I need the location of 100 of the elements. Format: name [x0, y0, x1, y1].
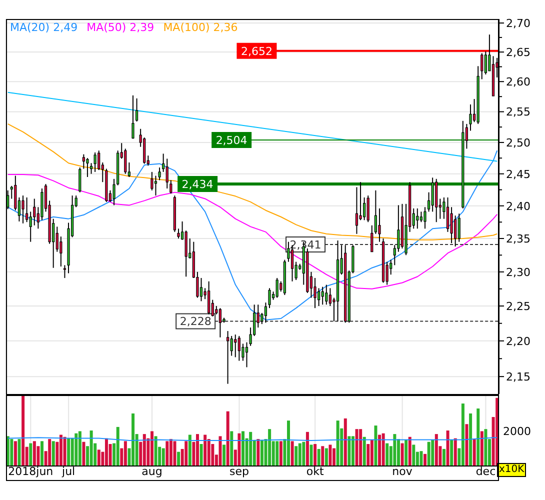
bar	[310, 444, 313, 466]
candlestick	[226, 330, 230, 384]
bar	[431, 440, 434, 466]
bar	[298, 443, 302, 466]
y-tick-label: 2,40	[506, 200, 530, 213]
candlestick	[78, 167, 82, 193]
bar	[484, 429, 488, 466]
y-tick-label: 2,30	[506, 266, 530, 279]
bar	[154, 436, 158, 466]
bar	[344, 418, 347, 466]
bar	[378, 434, 382, 466]
bar	[18, 439, 21, 466]
bar	[404, 440, 408, 466]
bar	[351, 436, 354, 466]
candlestick	[63, 264, 66, 278]
bar	[268, 429, 272, 466]
candlestick	[124, 148, 127, 174]
candlestick	[325, 284, 328, 306]
bar	[177, 452, 180, 466]
candlestick	[374, 190, 377, 234]
bar	[226, 411, 230, 466]
candlestick	[29, 211, 32, 242]
bar	[222, 444, 226, 466]
bar	[450, 440, 454, 466]
y-tick-label: 2,45	[506, 168, 530, 181]
text: MA(20) 2,49	[10, 21, 78, 34]
candlestick	[158, 167, 161, 181]
bar	[362, 436, 366, 466]
bar	[48, 439, 52, 466]
bar	[230, 431, 234, 466]
candlestick	[86, 158, 89, 178]
x-tick-label: nov	[392, 464, 413, 478]
candlestick	[355, 186, 358, 234]
bar	[442, 448, 446, 466]
candlestick	[450, 206, 453, 244]
bar	[393, 434, 396, 466]
candlestick	[469, 104, 472, 132]
y-axis-title: x10K	[497, 463, 526, 477]
bar	[52, 441, 55, 466]
bar	[22, 395, 25, 466]
y-tick-label: 2,15	[506, 370, 530, 384]
bar	[256, 439, 260, 466]
bar	[14, 441, 17, 466]
x-tick-label: dec	[476, 464, 496, 478]
bar	[472, 439, 476, 466]
candlestick	[33, 198, 36, 226]
candlestick	[177, 228, 180, 240]
bar	[32, 441, 36, 466]
candlestick	[420, 211, 422, 223]
candlestick	[318, 288, 320, 307]
y-tick-label: 2,50	[506, 136, 530, 150]
bar	[40, 441, 44, 466]
text: MA(50) 2,39	[86, 21, 154, 34]
candlestick	[82, 154, 85, 170]
bar	[317, 448, 320, 466]
bar	[400, 443, 404, 466]
bar	[188, 434, 192, 466]
candlestick	[378, 208, 381, 242]
bar	[290, 441, 294, 466]
bar	[74, 433, 78, 466]
candlestick	[328, 288, 332, 307]
bar	[10, 439, 14, 466]
bar	[469, 413, 472, 466]
candlestick	[397, 204, 400, 252]
bar	[173, 441, 176, 466]
candlestick	[321, 286, 324, 306]
y-tick-label: 2,70	[506, 16, 530, 30]
candlestick	[200, 277, 203, 302]
ref-line-label: 2,504	[216, 134, 248, 147]
bar	[480, 431, 484, 466]
candlestick	[94, 152, 96, 172]
bar	[207, 439, 210, 466]
bar	[196, 434, 199, 466]
candlestick	[208, 280, 210, 315]
bar	[412, 444, 416, 466]
bar	[382, 433, 385, 466]
candlestick	[230, 335, 233, 356]
bar	[78, 431, 82, 466]
candlestick	[56, 226, 58, 252]
bar	[279, 441, 282, 466]
candlestick	[431, 177, 434, 212]
candlestick	[25, 196, 28, 223]
candlestick	[484, 50, 487, 75]
bar	[302, 442, 306, 466]
candlestick	[60, 236, 62, 268]
bar	[184, 441, 188, 466]
bar	[132, 413, 135, 466]
bar	[306, 432, 309, 466]
bar	[366, 444, 370, 466]
candlestick	[363, 196, 366, 221]
candlestick	[314, 277, 316, 309]
candlestick	[480, 52, 484, 80]
bar	[434, 434, 438, 466]
bar	[82, 442, 86, 466]
bar	[97, 450, 100, 466]
candlestick	[458, 213, 460, 242]
bar	[276, 441, 279, 466]
candlestick	[166, 158, 168, 189]
ref-line-label: 2,434	[182, 178, 214, 191]
bar	[238, 433, 241, 466]
